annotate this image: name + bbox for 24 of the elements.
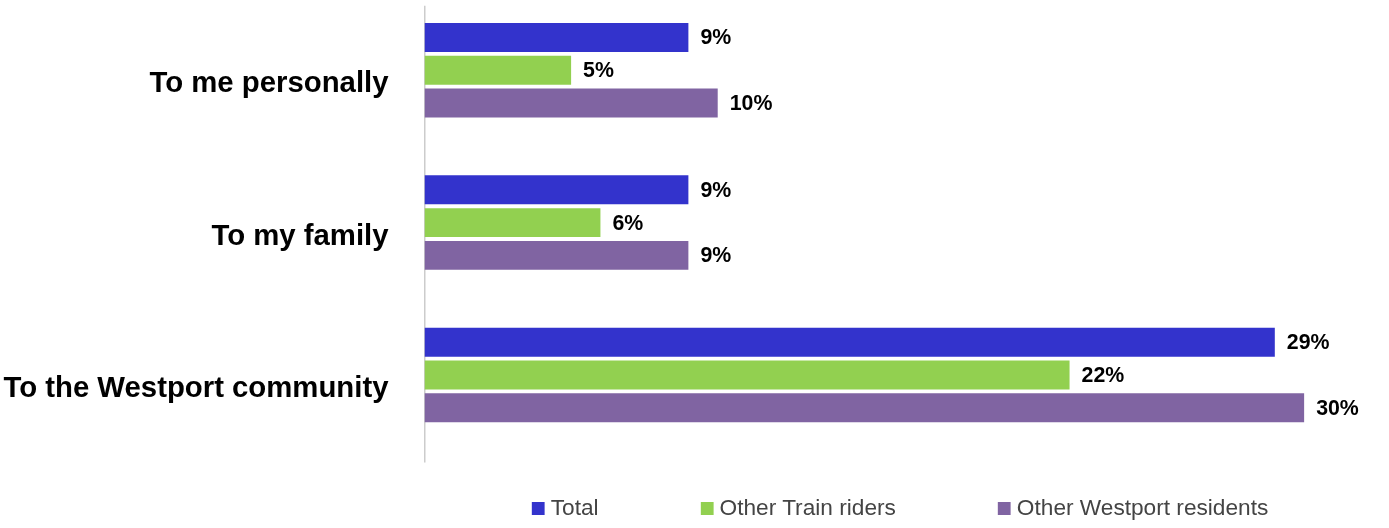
bar (424, 393, 1305, 423)
data-label: 9% (700, 243, 732, 268)
legend-label: Total (550, 494, 599, 521)
data-label: 5% (583, 58, 614, 83)
data-label: 29% (1286, 330, 1330, 355)
bar (424, 360, 1070, 390)
bar (424, 55, 572, 85)
data-label: 9% (700, 177, 732, 202)
y-tick-label: To me personally (149, 65, 390, 99)
bar (424, 88, 718, 118)
y-tick-label: To my family (211, 217, 390, 251)
bar (424, 175, 689, 205)
bar (424, 208, 601, 238)
data-label: 9% (700, 25, 732, 50)
bar (424, 327, 1275, 357)
bar (424, 23, 689, 52)
legend-label: Other Westport residents (1016, 494, 1269, 521)
bar (424, 240, 689, 270)
data-label: 30% (1316, 395, 1359, 420)
y-tick-label: To the Westport community (3, 369, 390, 403)
data-label: 6% (612, 210, 644, 235)
data-label: 22% (1081, 362, 1125, 387)
legend-label: Other Train riders (719, 494, 896, 521)
data-label: 10% (729, 91, 773, 116)
